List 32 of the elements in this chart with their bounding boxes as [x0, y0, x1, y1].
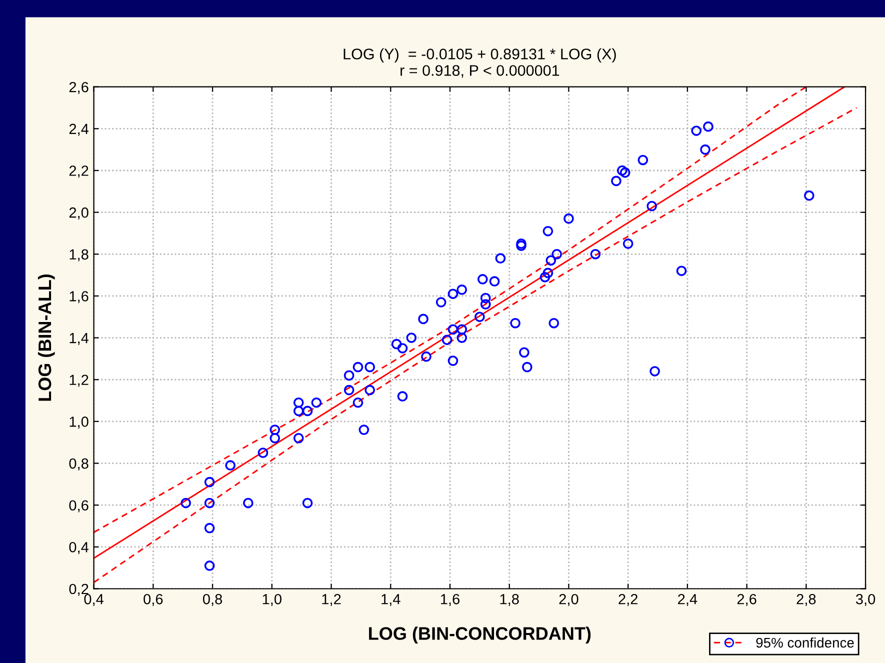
y-tick-label: 2,2	[69, 166, 88, 178]
y-tick-label: 0,4	[69, 542, 89, 554]
chart-subtitle: r = 0.918, P < 0.000001	[400, 65, 560, 78]
y-tick-label: 2,6	[69, 82, 88, 94]
y-tick-label: 1,2	[70, 374, 88, 387]
y-tick-label: 1,8	[70, 249, 88, 262]
x-tick-label: 0,8	[202, 594, 222, 606]
x-tick-label: 2,4	[678, 594, 698, 606]
x-tick-label: 1,2	[322, 594, 341, 606]
x-tick-label: 0,6	[144, 594, 163, 606]
x-tick-label: 1,0	[262, 594, 282, 606]
chart-title: LOG (Y) = -0.0105 + 0.89131 * LOG (X)	[344, 48, 616, 62]
x-tick-label: 1,6	[440, 594, 460, 606]
x-tick-label: 2,2	[618, 594, 638, 606]
y-tick-label: 0,6	[69, 500, 88, 512]
x-tick-label: 2,0	[559, 594, 578, 606]
legend-label: 95% confidence	[756, 637, 854, 648]
x-tick-label: 1,8	[500, 594, 519, 606]
y-tick-label: 2,0	[69, 207, 88, 220]
y-tick-label: 0,2	[69, 584, 88, 596]
y-axis-title: LOG (BIN-ALL)	[38, 274, 55, 401]
y-tick-label: 1,6	[70, 291, 88, 304]
x-tick-label: 3,0	[856, 594, 876, 606]
x-tick-label: 1,4	[382, 594, 400, 606]
y-tick-label: 0,8	[69, 458, 88, 470]
y-tick-label: 1,0	[70, 416, 88, 429]
x-tick-label: 0,4	[84, 594, 104, 606]
y-tick-label: 2,4	[69, 124, 89, 136]
y-tick-label: 1,4	[70, 333, 89, 345]
x-axis-title: LOG (BIN-CONCORDANT)	[369, 626, 591, 644]
x-tick-label: 2,6	[737, 594, 756, 606]
x-tick-label: 2,8	[796, 594, 816, 606]
